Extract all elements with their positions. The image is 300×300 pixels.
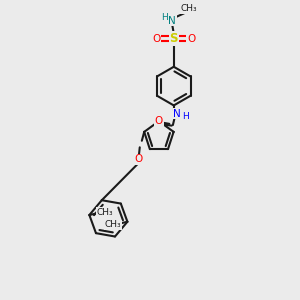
Text: CH₃: CH₃ [97, 208, 113, 217]
Text: N: N [173, 109, 181, 119]
Text: CH₃: CH₃ [105, 220, 122, 229]
Text: O: O [152, 34, 161, 44]
Text: H: H [182, 112, 188, 121]
Text: CH₃: CH₃ [180, 4, 197, 13]
Text: O: O [187, 34, 195, 44]
Text: O: O [155, 116, 163, 126]
Text: O: O [134, 154, 142, 164]
Text: N: N [168, 16, 176, 26]
Text: H: H [161, 13, 168, 22]
Text: O: O [156, 118, 164, 128]
Text: S: S [169, 32, 178, 45]
